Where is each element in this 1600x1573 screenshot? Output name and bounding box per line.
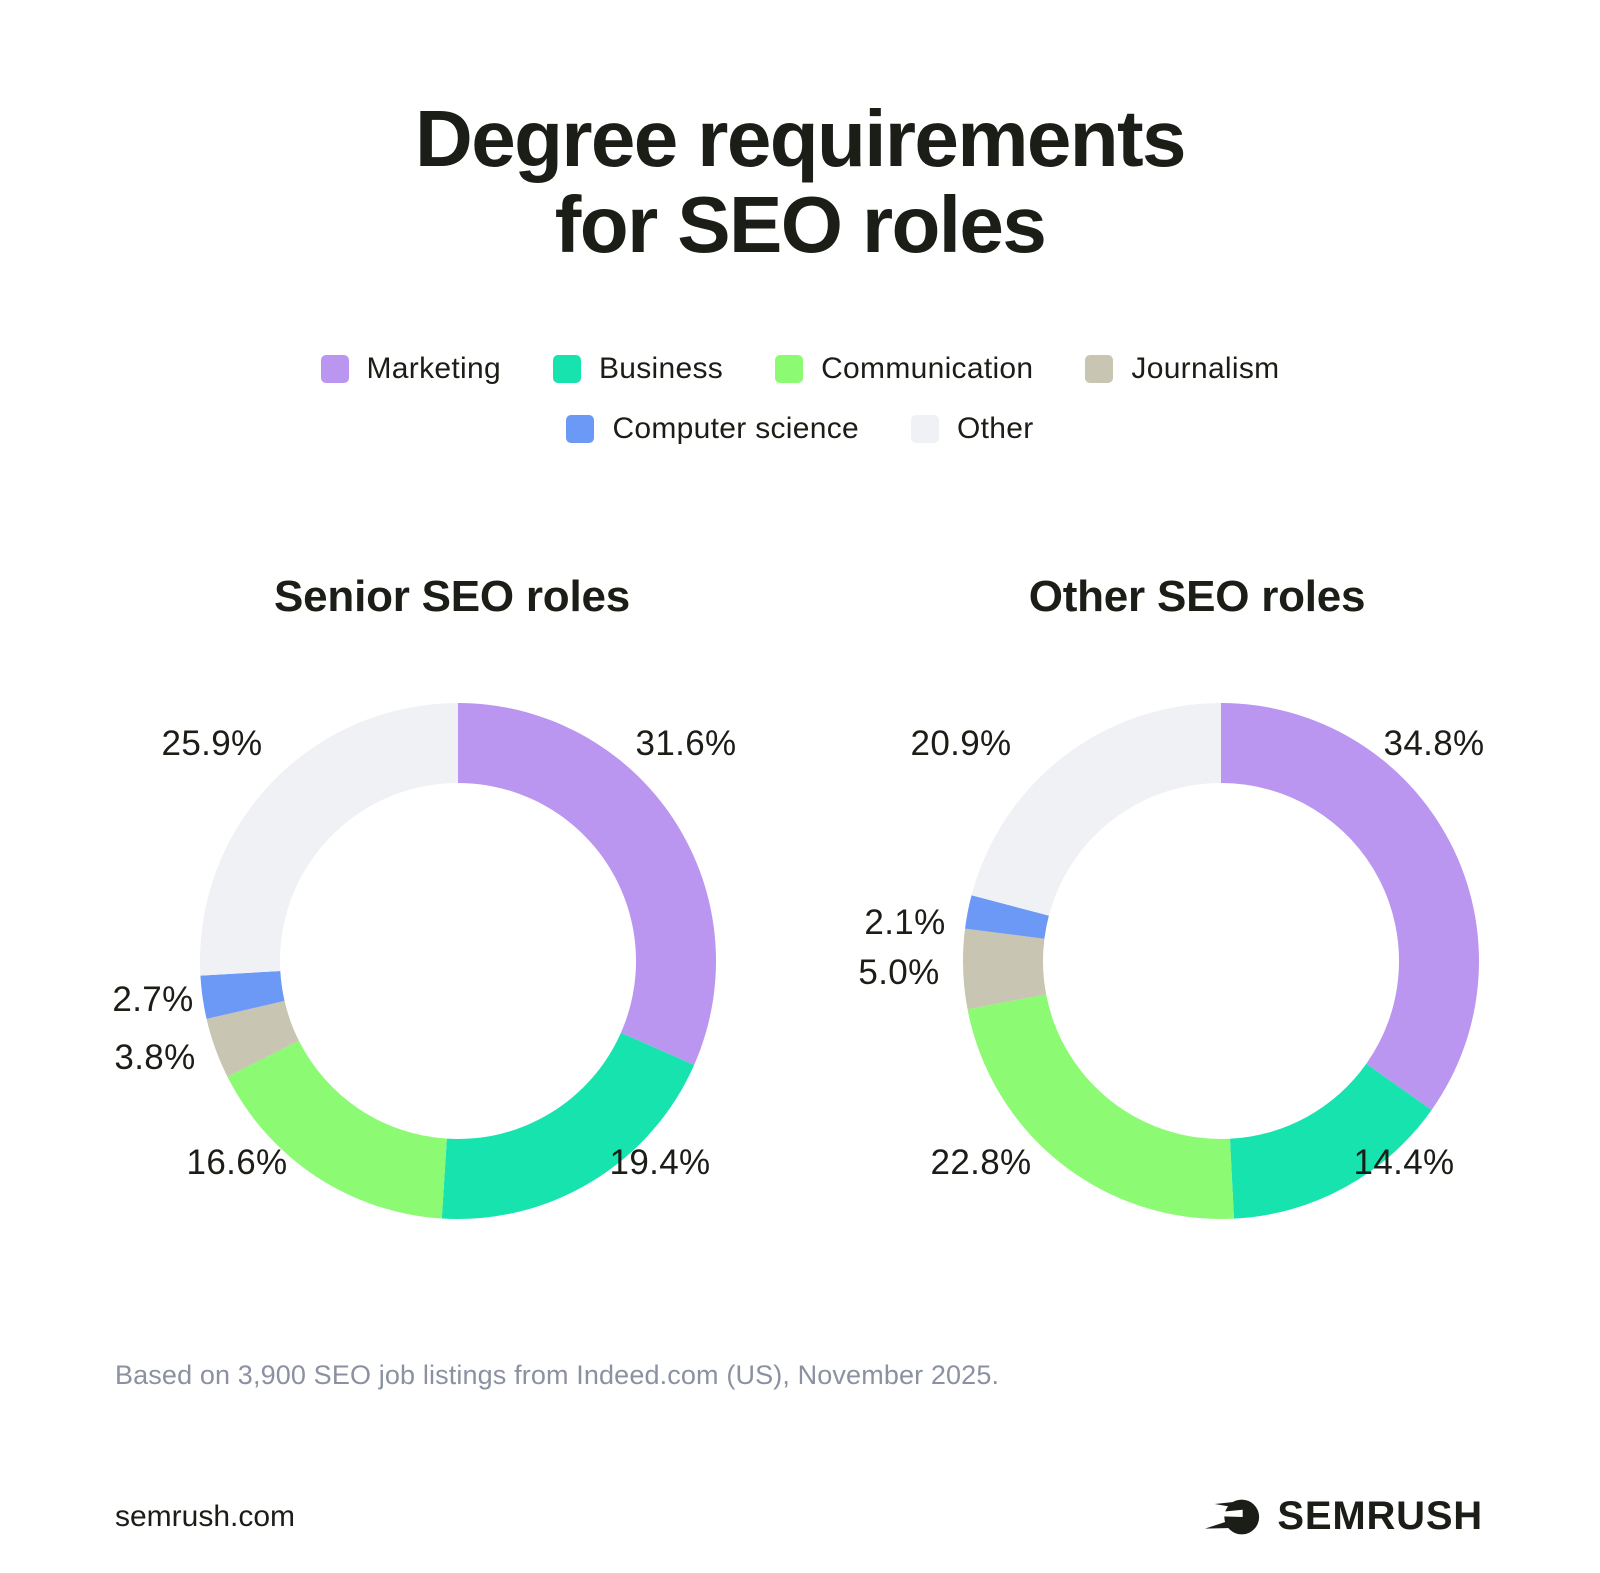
donut-slice-journalism [963,928,1047,1010]
percentage-label-journalism: 5.0% [858,953,940,992]
percentage-label-other: 20.9% [910,724,1012,763]
infographic-title: Degree requirements for SEO roles [0,96,1600,267]
legend-item-computer-science: Computer science [566,412,859,446]
percentage-label-communication: 22.8% [930,1143,1032,1182]
source-note: Based on 3,900 SEO job listings from Ind… [115,1360,1000,1390]
donut-slice-journalism [206,1000,299,1077]
legend-swatch [566,415,595,443]
legend-label: Marketing [366,352,501,385]
donut-slice-other [200,703,458,976]
website-text: semrush.com [115,1500,296,1533]
percentage-label-communication: 16.6% [186,1143,288,1182]
legend-item-journalism: Journalism [1085,352,1279,386]
donut-slice-marketing [458,703,716,1065]
percentage-label-business: 14.4% [1353,1143,1455,1182]
percentage-label-marketing: 31.6% [635,724,737,763]
chart-title-other: Other SEO roles [1028,572,1366,621]
donut-slice-marketing [1221,703,1479,1111]
legend-swatch [775,355,804,383]
legend-swatch [320,355,349,383]
donut-chart-svg [963,703,1479,1219]
legend-item-other: Other [911,412,1034,446]
legend-swatch [552,355,581,383]
semrush-comet-icon [1205,1499,1260,1534]
semrush-logo: SEMRUSH [1205,1494,1483,1539]
donut-slice-computer-science [200,971,285,1019]
semrush-logo-text: SEMRUSH [1277,1494,1483,1538]
percentage-label-computer-science: 2.1% [864,903,946,942]
legend-item-communication: Communication [775,352,1033,386]
donut-slice-business [441,1032,695,1219]
legend-item-business: Business [552,352,724,386]
donut-slice-computer-science [965,895,1049,939]
legend-swatch [911,415,940,443]
donut-slice-other [971,703,1221,916]
legend-label: Other [957,412,1034,445]
donut-chart-svg [200,703,716,1219]
percentage-label-business: 19.4% [609,1143,711,1182]
title-line-2: for SEO roles [554,179,1047,269]
donut-slice-business [1229,1063,1432,1219]
donut-slice-communication [227,1040,447,1219]
legend-row: Computer science Other [0,412,1600,446]
legend-label: Business [598,352,724,385]
legend-label: Computer science [612,412,860,445]
title-line-1: Degree requirements [415,94,1187,183]
chart-title-senior: Senior SEO roles [274,572,630,621]
legend-label: Journalism [1131,352,1280,385]
percentage-label-journalism: 3.8% [114,1038,196,1077]
percentage-label-computer-science: 2.7% [112,980,194,1019]
legend-label: Communication [821,352,1034,385]
percentage-label-marketing: 34.8% [1383,724,1485,763]
legend: Marketing Business Communication Journalism… [0,352,1600,472]
legend-row: Marketing Business Communication Journalism [0,352,1600,386]
legend-swatch [1085,355,1114,383]
donut-slice-communication [967,994,1234,1219]
percentage-label-other: 25.9% [161,724,263,763]
legend-item-marketing: Marketing [320,352,501,386]
